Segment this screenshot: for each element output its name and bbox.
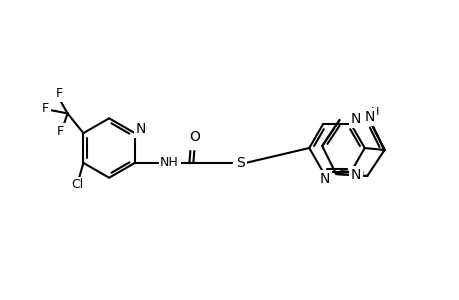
Text: F: F bbox=[57, 125, 64, 138]
Text: F: F bbox=[42, 102, 49, 115]
Text: N: N bbox=[350, 168, 360, 182]
Text: NH: NH bbox=[160, 156, 179, 170]
Text: H: H bbox=[369, 107, 378, 117]
Text: N: N bbox=[364, 110, 374, 124]
Text: S: S bbox=[236, 156, 245, 170]
Text: Cl: Cl bbox=[71, 178, 84, 191]
Text: N: N bbox=[350, 112, 360, 126]
Text: N: N bbox=[135, 122, 146, 136]
Text: F: F bbox=[56, 87, 63, 100]
Text: N: N bbox=[319, 172, 330, 186]
Text: O: O bbox=[189, 130, 199, 144]
